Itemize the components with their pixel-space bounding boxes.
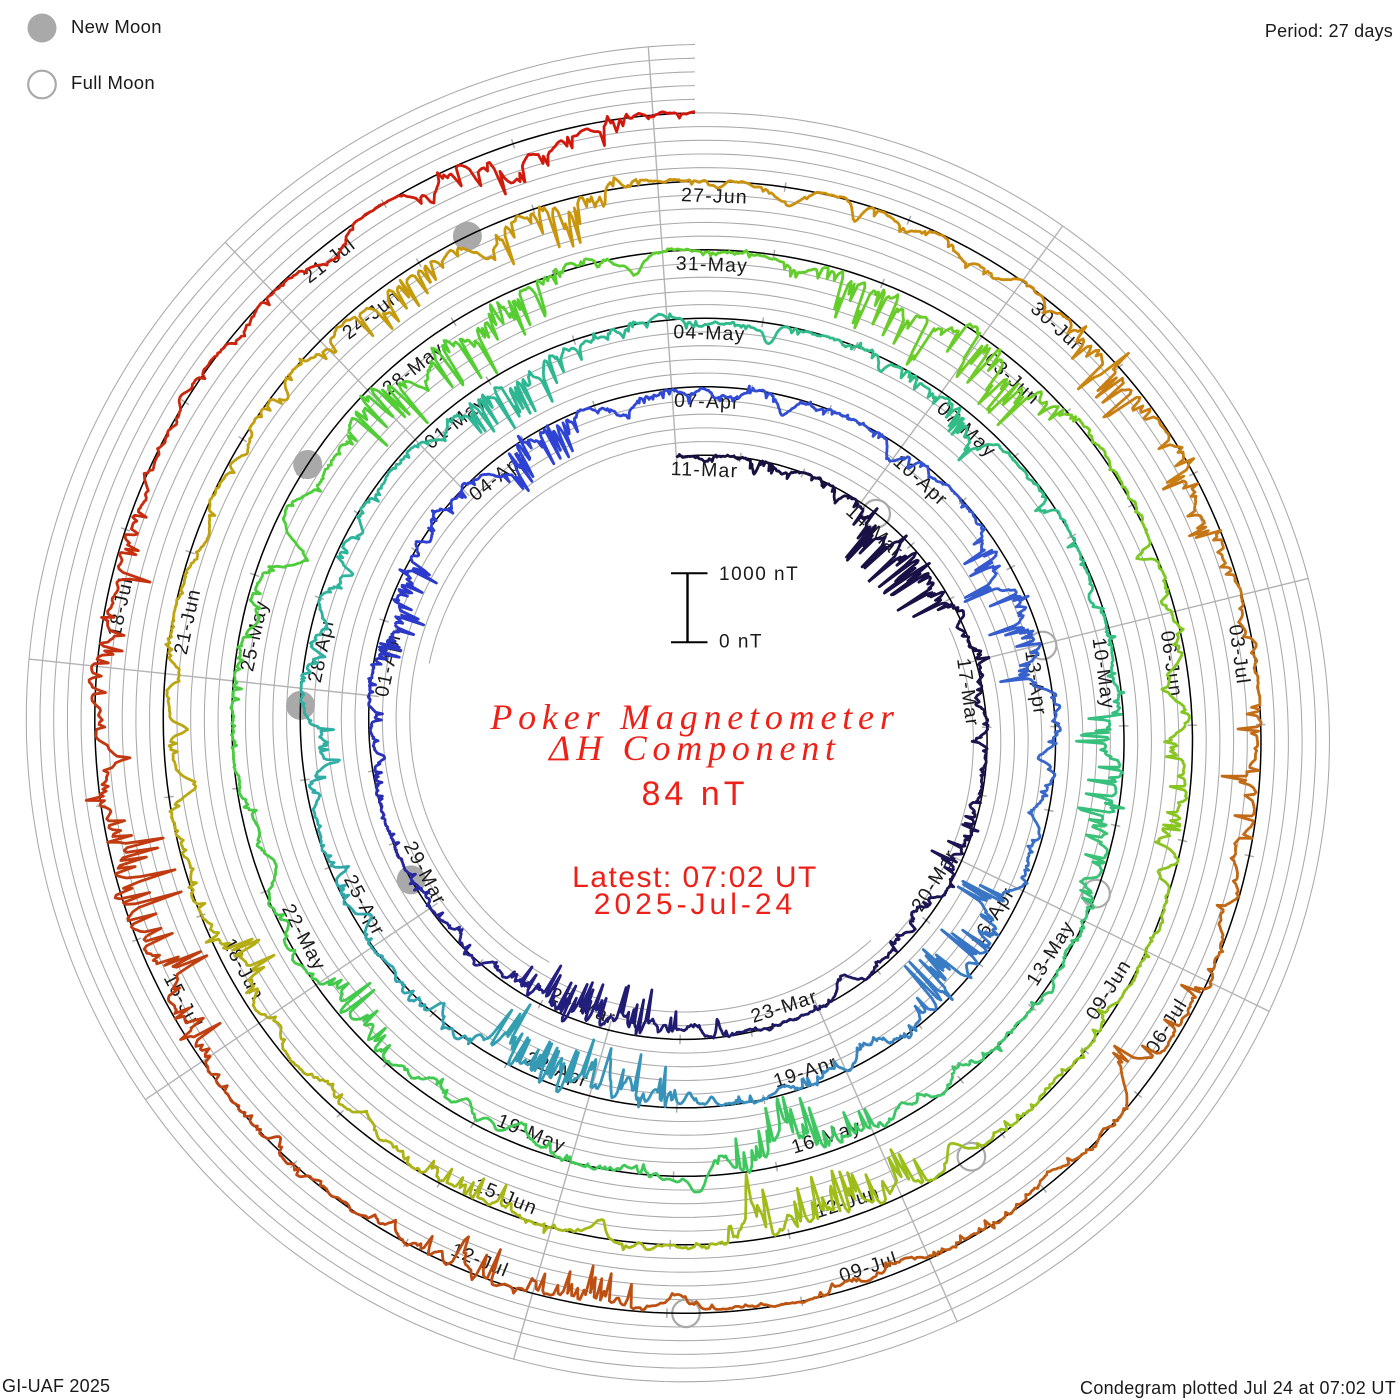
svg-text:2025-Jul-24: 2025-Jul-24 [594, 888, 796, 921]
svg-text:84 nT: 84 nT [642, 775, 749, 813]
svg-text:0 nT: 0 nT [719, 632, 763, 653]
svg-text:27-Jun: 27-Jun [681, 184, 749, 208]
svg-text:GI-UAF 2025: GI-UAF 2025 [2, 1376, 110, 1396]
svg-text:Condegram plotted Jul 24 at 07: Condegram plotted Jul 24 at 07:02 UT [1080, 1378, 1396, 1398]
svg-text:Period: 27 days: Period: 27 days [1265, 21, 1393, 41]
svg-text:ΔH Component: ΔH Component [547, 728, 841, 768]
svg-text:Poker Magnetometer: Poker Magnetometer [489, 697, 899, 737]
svg-text:Full Moon: Full Moon [71, 72, 155, 93]
svg-text:Latest: 07:02 UT: Latest: 07:02 UT [572, 861, 818, 894]
svg-text:1000 nT: 1000 nT [719, 564, 799, 585]
svg-text:New Moon: New Moon [71, 16, 162, 37]
svg-text:31-May: 31-May [676, 253, 749, 278]
